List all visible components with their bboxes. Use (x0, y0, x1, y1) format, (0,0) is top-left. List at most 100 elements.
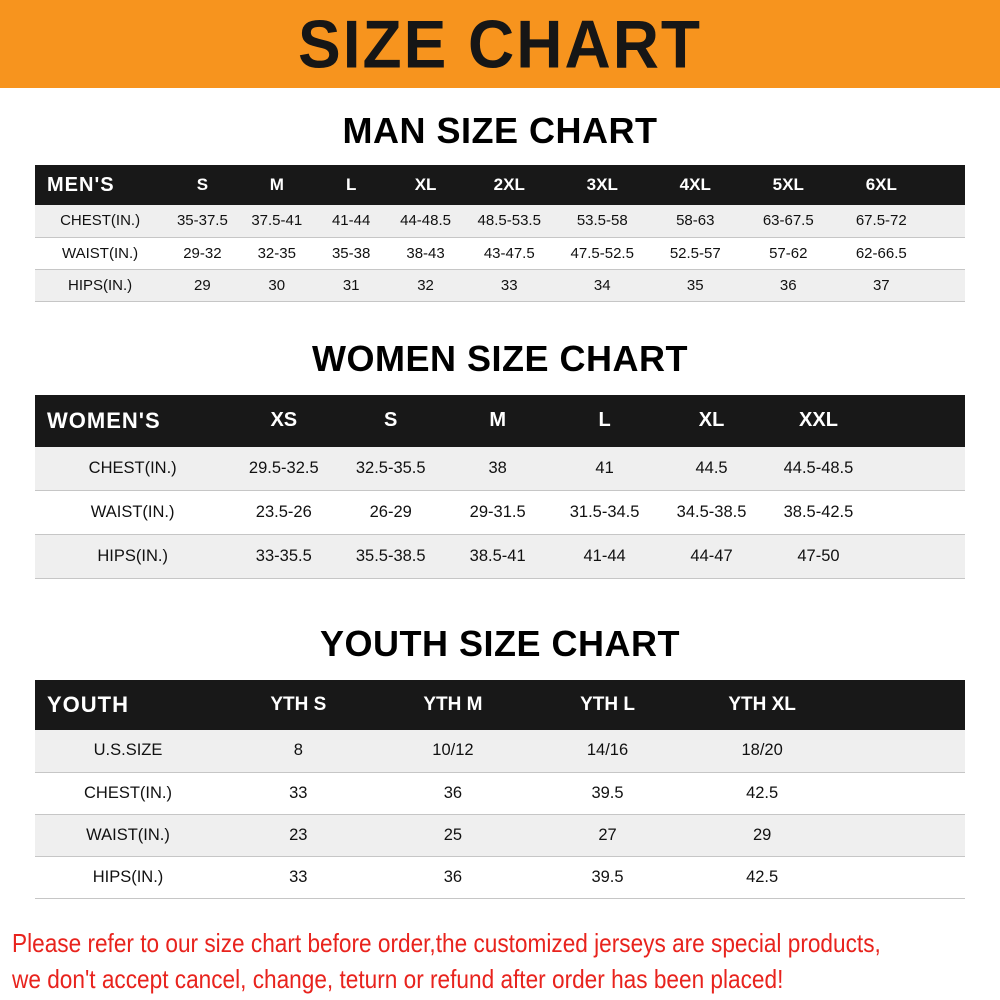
size-column-header: XXL (799, 409, 838, 431)
size-column-header: 5XL (772, 175, 804, 194)
spacer-cell (839, 772, 965, 814)
measurement-row: WAIST(IN.) 23.5-26 26-29 29-31.5 31.5-34.5 34… (35, 490, 965, 535)
women-section-title: WOMEN SIZE CHART (312, 337, 688, 379)
size-column-header: L (598, 409, 611, 431)
size-column-header: M (269, 175, 284, 194)
measurement-value: 44.5 (695, 458, 728, 477)
measurement-value: 41-44 (583, 547, 626, 565)
spacer-cell (928, 205, 965, 237)
youth-size-section: YOUTH SIZE CHART YOUTH YTH S YTH M YTH L YTH… (0, 623, 1000, 899)
table-header-row: WOMEN'S XS S M L XL XXL (35, 394, 965, 447)
measurement-value: 34.5-38.5 (676, 503, 747, 521)
measurement-value: 26-29 (369, 503, 412, 521)
measurement-value: 35-38 (331, 244, 371, 262)
measurement-value: 35-37.5 (176, 212, 228, 230)
measurement-value: 44.5-48.5 (783, 458, 854, 477)
spacer-cell (928, 165, 965, 205)
measurement-value: 38.5-42.5 (783, 503, 854, 521)
measurement-value: 42.5 (746, 783, 779, 802)
measurement-value: 57-62 (769, 244, 808, 262)
measurement-value: 42.5 (746, 867, 779, 886)
men-size-table: MEN'S S M L XL 2XL 3XL 4XL 5XL 6XL CHEST(IN.) 35-37… (35, 165, 965, 302)
measurement-row: WAIST(IN.) 29-32 32-35 35-38 38-43 43-47.5 47.… (35, 237, 965, 269)
notice-line-2: we don't accept cancel, change, teturn o… (12, 964, 784, 995)
youth-section-title: YOUTH SIZE CHART (319, 623, 680, 664)
spacer-cell (872, 535, 965, 579)
measurement-value: 52.5-57 (669, 244, 721, 262)
spacer-cell (839, 856, 965, 898)
measurement-value: 36 (443, 783, 463, 802)
measurement-value: 33 (500, 276, 518, 294)
size-column-header: YTH L (580, 694, 635, 715)
measurement-label: WAIST(IN.) (86, 825, 170, 844)
youth-size-table: YOUTH YTH S YTH M YTH L YTH XL U.S.SIZE 8 10/12… (35, 680, 965, 899)
measurement-label: CHEST(IN.) (88, 458, 177, 477)
measurement-value: 18/20 (741, 741, 783, 760)
size-column-header: YTH S (270, 694, 327, 715)
spacer-cell (928, 269, 965, 301)
measurement-value: 47-50 (797, 547, 840, 565)
measurement-value: 44-47 (690, 547, 733, 565)
measurement-label: CHEST(IN.) (60, 212, 141, 230)
spacer-cell (928, 237, 965, 269)
table-header-row: YOUTH YTH S YTH M YTH L YTH XL (35, 680, 965, 730)
spacer-cell (872, 447, 965, 491)
measurement-value: 32.5-35.5 (355, 458, 426, 477)
measurement-value: 27 (598, 825, 617, 844)
measurement-row: CHEST(IN.) 29.5-32.5 32.5-35.5 38 41 44.5 44.5… (35, 446, 965, 491)
size-column-header: XL (414, 175, 437, 194)
measurement-value: 63-67.5 (762, 212, 814, 230)
measurement-value: 48.5-53.5 (477, 212, 541, 230)
size-column-header: XS (270, 409, 298, 431)
measurement-row: HIPS(IN.) 33 36 39.5 42.5 (35, 856, 965, 898)
measurement-value: 8 (293, 741, 303, 760)
table-header-row: MEN'S S M L XL 2XL 3XL 4XL 5XL 6XL (35, 165, 965, 205)
size-column-header: XL (698, 409, 725, 431)
size-column-header: YTH XL (728, 694, 796, 715)
spacer-cell (872, 395, 965, 447)
spacer-cell (839, 680, 965, 730)
measurement-value: 36 (443, 867, 463, 886)
women-size-table: WOMEN'S XS S M L XL XXL CHEST(IN.) 29.5-32.5 32.5… (35, 394, 965, 580)
measurement-value: 38.5-41 (469, 547, 526, 565)
measurement-value: 35.5-38.5 (355, 547, 426, 565)
measurement-value: 14/16 (586, 741, 629, 760)
measurement-value: 29-31.5 (469, 503, 526, 521)
measurement-label: WAIST(IN.) (90, 503, 175, 521)
measurement-value: 29 (194, 276, 211, 294)
size-column-header: 2XL (493, 175, 525, 194)
measurement-row: CHEST(IN.) 35-37.5 37.5-41 41-44 44-48.5 48.5… (35, 205, 965, 237)
measurement-value: 67.5-72 (855, 212, 907, 230)
spacer-cell (872, 491, 965, 535)
measurement-value: 41 (595, 458, 614, 477)
measurement-value: 29.5-32.5 (248, 458, 319, 477)
size-chart-banner: SIZE CHART (0, 0, 1000, 88)
size-column-header: YTH M (423, 694, 483, 715)
measurement-value: 32 (417, 276, 434, 294)
measurement-value: 10/12 (432, 741, 474, 760)
measurement-value: 47.5-52.5 (570, 244, 634, 262)
women-size-section: WOMEN SIZE CHART WOMEN'S XS S M L XL XXL CHEST(… (0, 338, 1000, 580)
men-section-title: MAN SIZE CHART (342, 110, 658, 151)
table-title-cell: MEN'S (47, 173, 115, 196)
measurement-value: 29 (752, 825, 772, 844)
notice-line-1: Please refer to our size chart before or… (12, 927, 881, 958)
measurement-row: U.S.SIZE 8 10/12 14/16 18/20 (35, 730, 965, 772)
measurement-label: HIPS(IN.) (68, 276, 133, 294)
measurement-label: CHEST(IN.) (84, 783, 172, 802)
measurement-label: HIPS(IN.) (92, 867, 164, 886)
measurement-row: CHEST(IN.) 33 36 39.5 42.5 (35, 772, 965, 814)
measurement-value: 34 (593, 276, 611, 294)
size-column-header: 4XL (679, 175, 711, 194)
measurement-value: 32-35 (257, 244, 296, 262)
size-column-header: S (196, 175, 209, 194)
measurement-value: 39.5 (591, 783, 624, 802)
men-size-section: MAN SIZE CHART MEN'S S M L XL 2XL 3XL 4XL 5XL 6XL… (0, 110, 1000, 302)
measurement-value: 33-35.5 (255, 547, 312, 565)
measurement-value: 37.5-41 (251, 212, 303, 230)
measurement-value: 53.5-58 (576, 212, 628, 230)
measurement-value: 58-63 (676, 212, 715, 230)
measurement-value: 33 (289, 783, 308, 802)
order-notice: Please refer to our size chart before or… (12, 925, 1000, 999)
